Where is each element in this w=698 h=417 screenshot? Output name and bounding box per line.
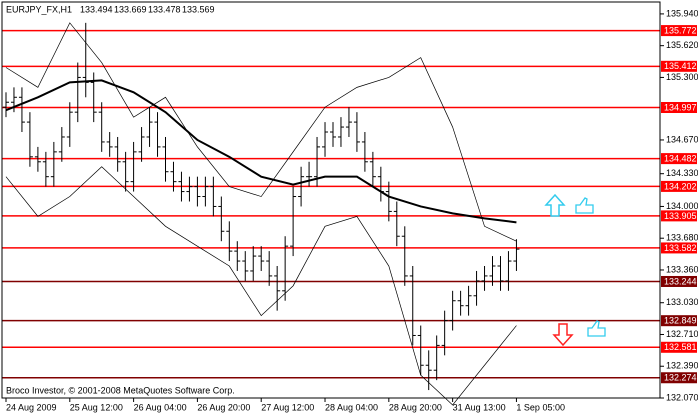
y-tick-label: 132.070 [666, 392, 698, 402]
y-tick-label: 132.710 [666, 329, 698, 339]
copyright: Broco Investor, © 2001-2008 MetaQuotes S… [6, 385, 235, 395]
level-label: 133.582 [664, 243, 697, 253]
y-tick-label: 135.620 [666, 40, 698, 50]
level-label: 132.581 [664, 342, 697, 352]
y-tick-label: 133.030 [666, 297, 698, 307]
quote-close: 133.569 [182, 4, 215, 14]
signal-down [552, 320, 606, 347]
level-label-box [661, 210, 697, 222]
level-label: 133.244 [664, 276, 697, 286]
level-label: 135.412 [664, 61, 697, 71]
x-tick-label: 31 Aug 13:00 [453, 402, 506, 412]
x-tick-label: 25 Aug 12:00 [70, 402, 123, 412]
y-tick-label: 132.390 [666, 361, 698, 371]
y-tick-label: 134.000 [666, 201, 698, 211]
level-label-box [661, 102, 697, 114]
quote-high: 133.669 [114, 4, 147, 14]
level-label: 134.997 [664, 102, 697, 112]
level-label: 135.772 [664, 25, 697, 35]
x-tick-label: 28 Aug 04:00 [325, 402, 378, 412]
y-tick-label: 135.940 [666, 8, 698, 18]
y-tick-label: 134.330 [666, 168, 698, 178]
level-label-box [661, 25, 697, 37]
level-label: 133.905 [664, 211, 697, 221]
x-tick-label: 26 Aug 04:00 [134, 402, 187, 412]
level-label-box [661, 153, 697, 165]
level-label-box [661, 180, 697, 192]
x-tick-label: 27 Aug 12:00 [261, 402, 314, 412]
level-label-box [661, 372, 697, 384]
y-tick-label: 133.360 [666, 264, 698, 274]
signal-up [544, 193, 594, 217]
level-label: 132.849 [664, 316, 697, 326]
y-tick-label: 135.300 [666, 72, 698, 82]
y-tick-label: 134.670 [666, 134, 698, 144]
quote-open: 133.494 [80, 4, 113, 14]
level-label-box [661, 275, 697, 287]
x-tick-label: 26 Aug 20:00 [197, 402, 250, 412]
level-label-box [661, 341, 697, 353]
x-tick-label: 24 Aug 2009 [6, 402, 57, 412]
plot-area [2, 22, 660, 406]
level-label-box [661, 315, 697, 327]
level-label-box [661, 60, 697, 72]
quote-low: 133.478 [148, 4, 181, 14]
indicator-line [5, 79, 517, 224]
level-label-box [661, 242, 697, 254]
symbol: EURJPY_FX,H1 [6, 4, 72, 14]
plot-border [1, 1, 661, 399]
level-label: 134.202 [664, 181, 697, 191]
y-tick-label: 133.680 [666, 233, 698, 243]
x-tick-label: 28 Aug 20:00 [389, 402, 442, 412]
x-tick-label: 1 Sep 05:00 [516, 402, 565, 412]
level-label: 134.482 [664, 153, 697, 163]
indicator-line [5, 22, 517, 242]
level-label: 132.274 [664, 373, 697, 383]
indicator-line [5, 166, 517, 406]
